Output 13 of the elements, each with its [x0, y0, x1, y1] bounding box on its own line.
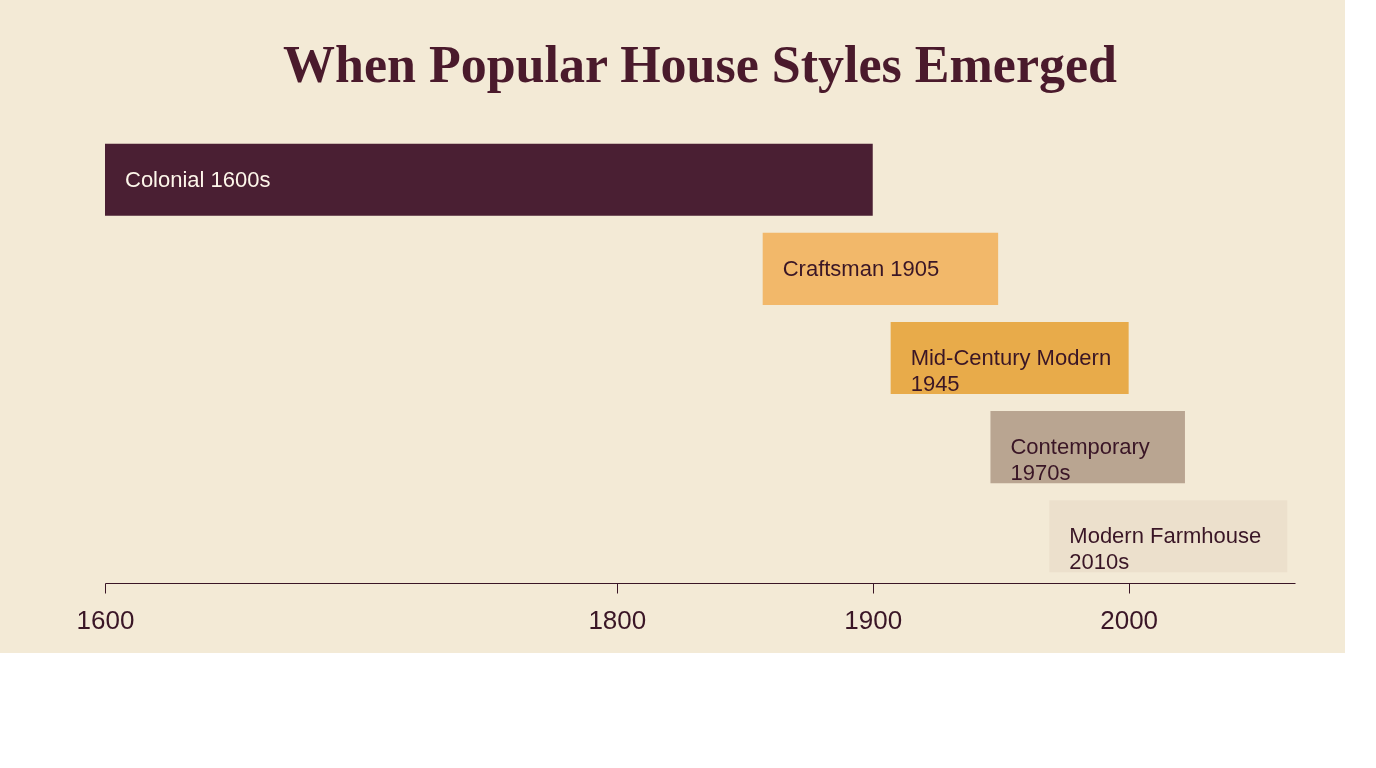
y-tick-label: Craftsman 1905: [782, 255, 940, 281]
x-tick-label: 2000: [1100, 604, 1159, 635]
x-tick-label: 1900: [844, 604, 903, 635]
y-tick-label: Contemporary 1970s: [1010, 434, 1150, 486]
bar: [990, 411, 1185, 484]
x-tick-label: 1800: [588, 604, 647, 635]
y-tick-label: Modern Farmhouse 2010s: [1069, 523, 1262, 575]
y-tick-label: Mid-Century Modern 1945: [910, 345, 1112, 396]
x-tick-label: 1600: [76, 604, 135, 635]
chart-title: When Popular House Styles Emerged: [283, 36, 1118, 93]
bar: [762, 232, 999, 305]
bar: [105, 143, 873, 216]
y-tick-label: Colonial 1600s: [125, 166, 271, 192]
